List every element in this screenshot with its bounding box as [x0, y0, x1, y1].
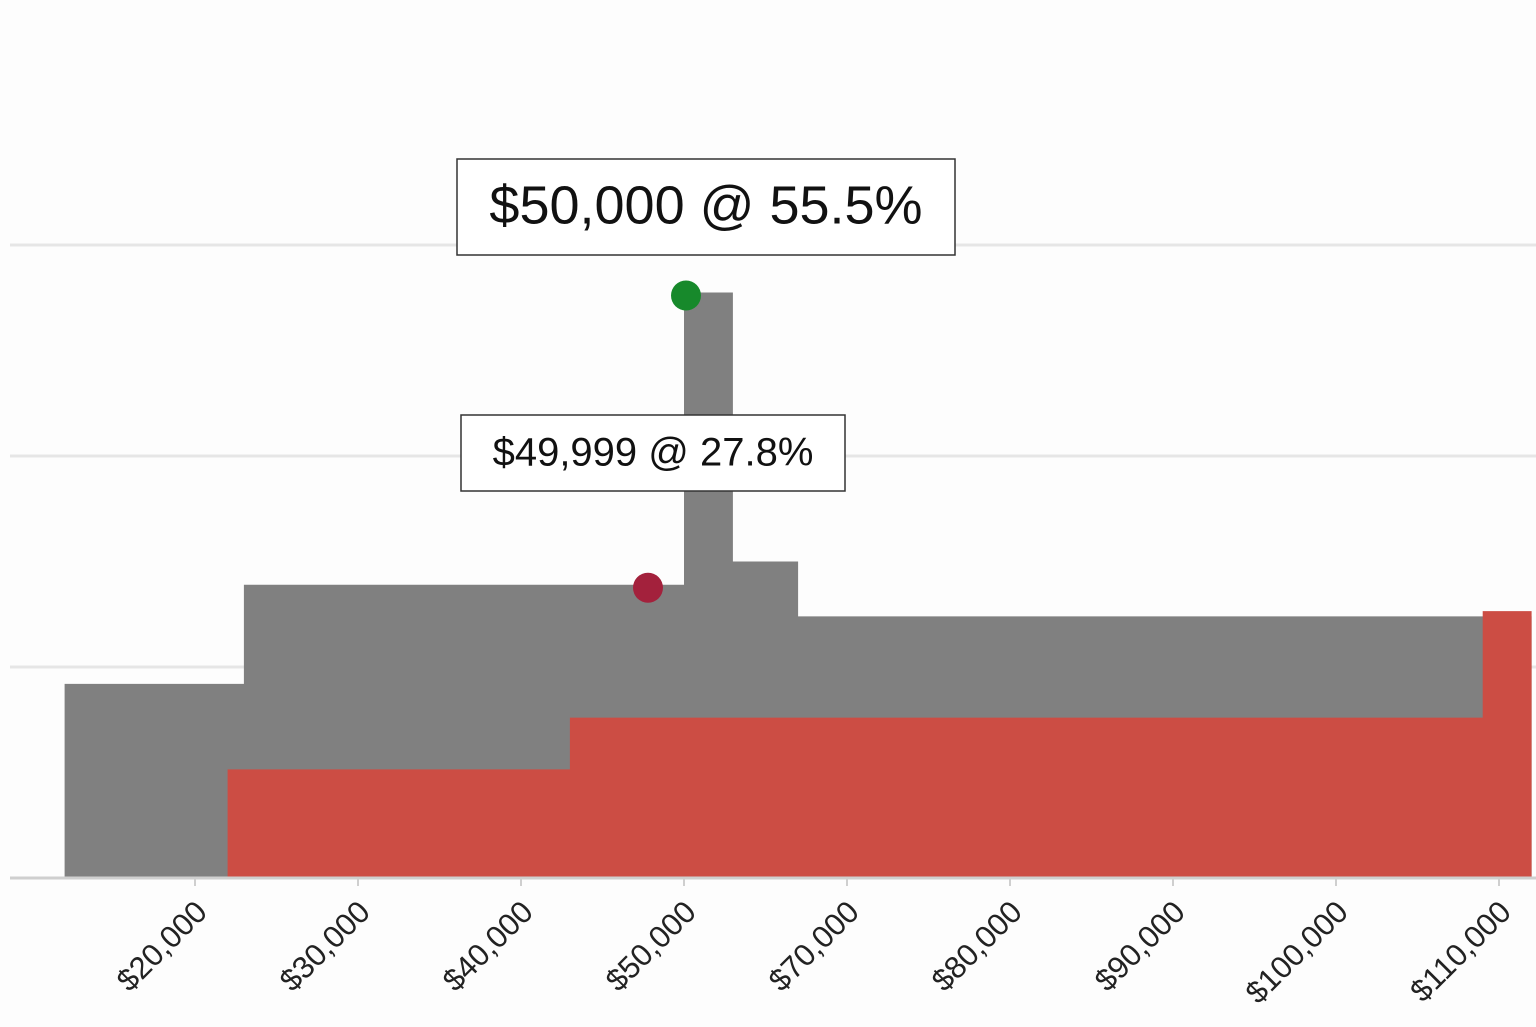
- annotation-box: [460, 414, 846, 492]
- annotation-text: $50,000 @ 55.5%: [489, 175, 922, 235]
- annotation-point: [632, 572, 663, 603]
- annotation-text: $49,999 @ 27.8%: [493, 431, 814, 475]
- step-area: [227, 611, 1532, 878]
- annotation-box: [456, 158, 956, 256]
- annotation-point: [671, 280, 701, 311]
